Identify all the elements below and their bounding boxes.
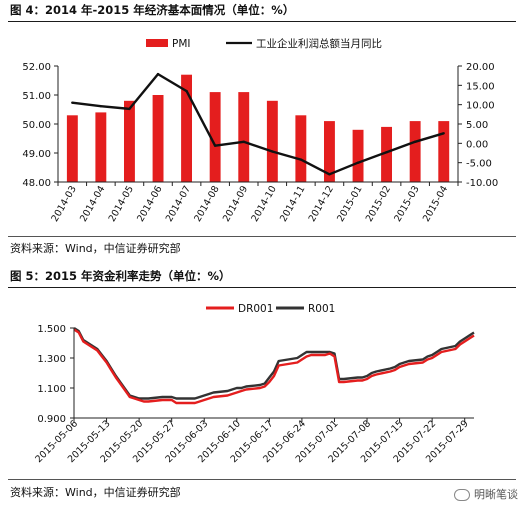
figure2-source: 资料来源：Wind，中信证券研究部	[10, 486, 181, 499]
figure1-source: 资料来源：Wind，中信证券研究部	[10, 242, 181, 255]
profit-point-2015-03	[413, 140, 417, 143]
x-tick-label-2014-10: 2014-10	[250, 184, 279, 224]
pmi-bar-2015-02	[381, 126, 392, 182]
x-tick-label-2015-03: 2015-03	[392, 184, 421, 224]
r001-line	[73, 326, 475, 400]
x-tick-label-2014-08: 2014-08	[192, 184, 221, 224]
profit-point-2014-04	[99, 105, 103, 108]
x-tick-label-2014-07: 2014-07	[164, 184, 193, 224]
chart2-axes: 0.9001.1001.3001.5002015-05-062015-05-13…	[33, 324, 474, 465]
profit-point-2014-08	[213, 144, 217, 147]
y-tick-label-1.100: 1.100	[37, 384, 66, 395]
dr001-line	[73, 328, 475, 405]
y-left-tick-label-51.00: 51.00	[22, 91, 51, 102]
y-left-tick-label-50.00: 50.00	[22, 120, 51, 131]
chart1-axes: 48.00 49.00 50.00 51.00 52.00 -10.00 -5.00 0.00…	[22, 62, 498, 224]
legend-label-pmi: PMI	[172, 38, 191, 50]
chart1-bars	[66, 74, 450, 182]
x-tick-label-2014-11: 2014-11	[278, 184, 307, 224]
pmi-bar-2014-06	[152, 95, 164, 182]
profit-point-2014-10	[271, 150, 274, 153]
legend-swatch-pmi	[146, 39, 168, 47]
pmi-bar-2014-03	[66, 115, 78, 182]
figure1-bottom-rule	[8, 236, 516, 237]
chart2-interbank-rates: DR001 R001 0.9001.1001.3001.5002015-05-06…	[33, 303, 475, 465]
y-left-tick-label-48.00: 48.00	[22, 178, 51, 189]
x-tick-label-2014-04: 2014-04	[78, 184, 107, 224]
x-tick-label-2014-12: 2014-12	[307, 184, 336, 224]
profit-line	[72, 72, 445, 176]
y-tick-label-1.300: 1.300	[37, 354, 66, 365]
chart1-line-layer	[71, 72, 445, 176]
profit-point-2014-09	[242, 140, 245, 143]
pmi-bar-2014-07	[181, 74, 192, 182]
pmi-bar-2015-04	[438, 121, 450, 182]
legend-label-r001: R001	[308, 303, 335, 315]
chart1-pmi-profit: PMI 工业企业利润总额当月同比 48.00 49.00 50.00 51.00 52.0…	[22, 37, 498, 224]
y-right-tick-label-5.00: 5.00	[466, 120, 488, 131]
x-tick-label-2015-04: 2015-04	[421, 184, 450, 224]
chart2-lines	[73, 326, 475, 405]
y-tick-label-0.900: 0.900	[37, 414, 66, 425]
watermark: 明晰笔谈	[454, 486, 518, 502]
x-tick-label-2014-09: 2014-09	[221, 184, 250, 224]
pmi-bar-2014-09	[238, 92, 250, 182]
pmi-bar-2014-11	[295, 115, 307, 182]
profit-point-2014-07	[185, 89, 188, 93]
pmi-bar-2014-04	[95, 112, 107, 182]
profit-point-2014-12	[328, 173, 331, 176]
y-right-tick-label-20.00: 20.00	[466, 62, 495, 73]
pmi-bar-2014-10	[266, 100, 278, 182]
chart1-legend: PMI 工业企业利润总额当月同比	[146, 37, 382, 50]
y-tick-label-1.500: 1.500	[37, 324, 66, 335]
profit-point-2014-06	[156, 72, 160, 76]
figure1-top-rule	[8, 21, 516, 22]
figure2-top-rule	[8, 287, 516, 288]
x-tick-label-2014-05: 2014-05	[107, 184, 136, 224]
profit-point-2014-05	[128, 107, 131, 111]
profit-point-2014-03	[71, 101, 74, 104]
x-tick-label-2014-03: 2014-03	[50, 184, 79, 224]
watermark-text: 明晰笔谈	[474, 488, 518, 501]
y-right-tick-label-0.00: 0.00	[466, 139, 488, 150]
y-right-tick-label--5.00: -5.00	[466, 159, 492, 170]
y-left-tick-label-49.00: 49.00	[22, 149, 51, 160]
legend-label-dr001: DR001	[238, 303, 273, 315]
profit-point-2015-04	[442, 132, 445, 135]
figure1-title: 图 4：2014 年-2015 年经济基本面情况（单位：%）	[10, 3, 295, 17]
figure2-bottom-rule	[8, 479, 516, 480]
pmi-bar-2014-12	[324, 121, 335, 182]
y-right-tick-label-15.00: 15.00	[466, 81, 495, 92]
pmi-bar-2014-05	[124, 100, 135, 182]
pmi-bar-2014-08	[209, 92, 221, 182]
chart2-legend: DR001 R001	[206, 303, 335, 315]
y-right-tick-label-10.00: 10.00	[466, 101, 495, 112]
x-tick-label-2014-06: 2014-06	[135, 184, 164, 224]
profit-point-2015-02	[385, 151, 388, 154]
pmi-bar-2015-03	[409, 121, 421, 182]
y-right-tick-label--10.00: -10.00	[466, 178, 498, 189]
x-tick-label-2015-01: 2015-01	[335, 184, 364, 224]
figure2-title: 图 5：2015 年资金利率走势（单位：%）	[10, 269, 231, 283]
profit-point-2015-01	[356, 161, 360, 164]
y-left-tick-label-52.00: 52.00	[22, 62, 51, 73]
profit-point-2014-11	[299, 158, 303, 161]
pmi-bar-2015-01	[352, 129, 364, 182]
wechat-icon	[454, 489, 470, 501]
legend-label-profit: 工业企业利润总额当月同比	[256, 37, 382, 50]
x-tick-label-2015-02: 2015-02	[364, 184, 393, 224]
